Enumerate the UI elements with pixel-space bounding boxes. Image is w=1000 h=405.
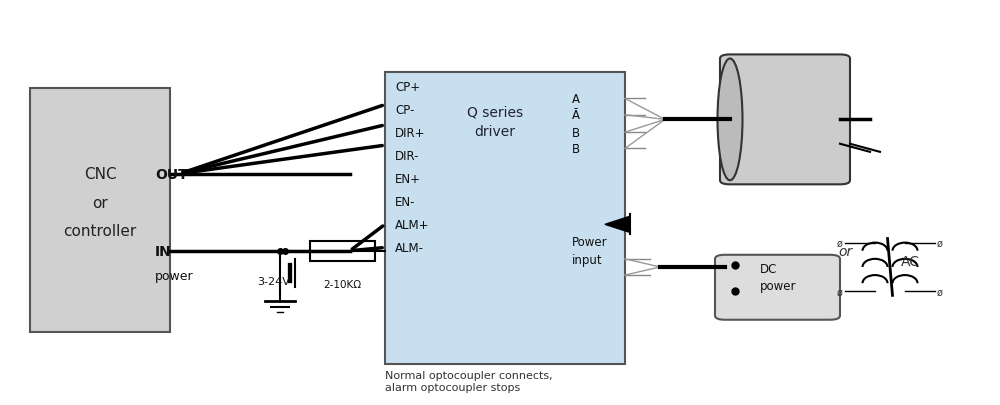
Text: Ā: Ā bbox=[572, 109, 580, 122]
Ellipse shape bbox=[718, 59, 742, 181]
Text: ø: ø bbox=[837, 238, 843, 248]
Text: CP+: CP+ bbox=[395, 81, 420, 94]
Text: A: A bbox=[572, 93, 580, 106]
Text: DC
power: DC power bbox=[760, 262, 796, 292]
Text: OUT: OUT bbox=[155, 167, 188, 181]
Text: ø: ø bbox=[937, 238, 943, 248]
Text: controller: controller bbox=[63, 224, 137, 238]
Bar bbox=[310, 241, 375, 261]
Text: CNC: CNC bbox=[84, 167, 116, 181]
Text: or: or bbox=[92, 195, 108, 210]
Polygon shape bbox=[605, 217, 630, 233]
FancyBboxPatch shape bbox=[385, 73, 625, 364]
Text: Normal optocoupler connects,
alarm optocoupler stops: Normal optocoupler connects, alarm optoc… bbox=[385, 371, 553, 392]
Text: ø: ø bbox=[937, 287, 943, 296]
Text: 2-10KΩ: 2-10KΩ bbox=[323, 279, 362, 290]
FancyBboxPatch shape bbox=[30, 89, 170, 332]
Text: IN: IN bbox=[155, 244, 172, 258]
FancyBboxPatch shape bbox=[720, 55, 850, 185]
Text: DIR+: DIR+ bbox=[395, 126, 426, 139]
Text: CP-: CP- bbox=[395, 104, 414, 117]
Text: AC: AC bbox=[900, 254, 920, 268]
Text: 3-24V: 3-24V bbox=[257, 277, 290, 286]
Text: Power
input: Power input bbox=[572, 236, 608, 266]
Text: or: or bbox=[838, 244, 852, 258]
Text: EN-: EN- bbox=[395, 195, 416, 208]
Text: power: power bbox=[155, 269, 194, 282]
Text: B: B bbox=[572, 126, 580, 139]
Text: ALM-: ALM- bbox=[395, 241, 424, 254]
Text: B̄: B̄ bbox=[572, 143, 580, 156]
Text: EN+: EN+ bbox=[395, 173, 421, 185]
Text: ALM+: ALM+ bbox=[395, 218, 430, 231]
Text: DIR-: DIR- bbox=[395, 149, 420, 162]
Text: Q series
driver: Q series driver bbox=[467, 105, 523, 139]
Text: ø: ø bbox=[837, 287, 843, 296]
FancyBboxPatch shape bbox=[715, 255, 840, 320]
